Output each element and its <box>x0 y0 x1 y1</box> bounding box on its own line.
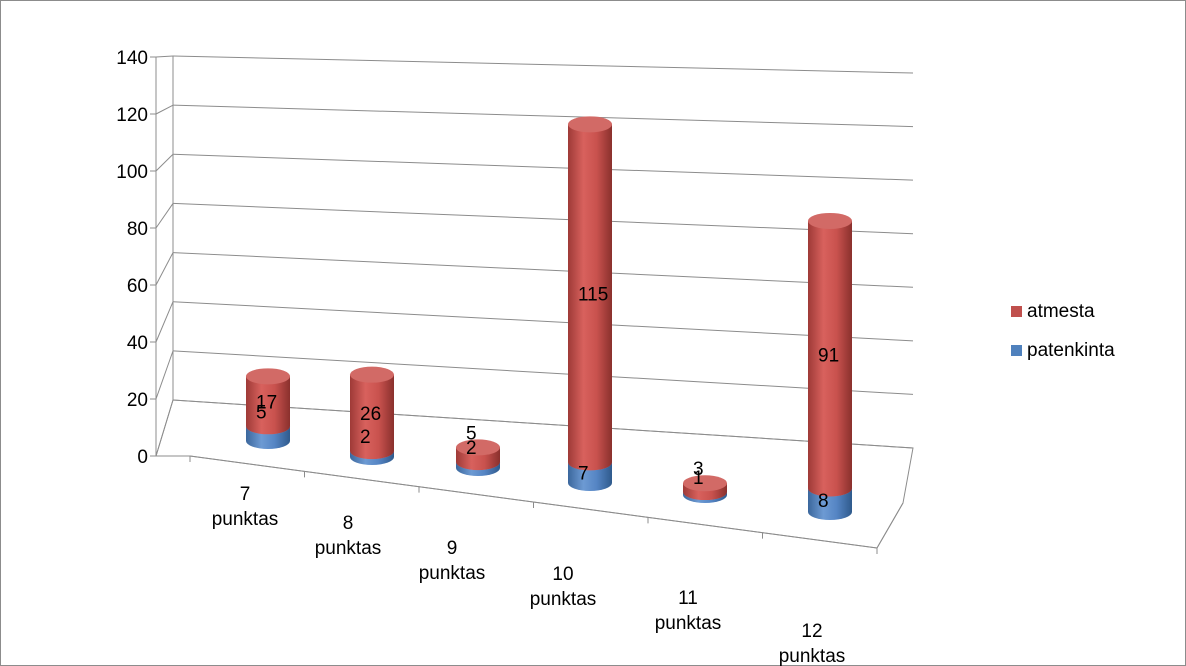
gridline <box>172 104 914 128</box>
side-gridline <box>155 301 174 343</box>
bar-cap <box>808 212 852 229</box>
bar-cap <box>568 116 612 133</box>
gridline <box>172 252 914 288</box>
x-tick-label: punktas <box>779 646 846 666</box>
x-tick-label: 11 <box>678 588 698 609</box>
x-tick-label: 9 <box>447 538 458 559</box>
gridline <box>172 55 914 74</box>
gridline <box>172 202 914 235</box>
bar-cap <box>246 368 290 385</box>
y-tick-label: 40 <box>127 333 148 354</box>
bar-atmesta <box>568 116 612 471</box>
x-tick-label: punktas <box>419 563 486 584</box>
gridline <box>172 301 914 342</box>
data-label-atmesta: 26 <box>360 404 381 425</box>
data-label-patenkinta: 5 <box>256 402 267 423</box>
y-tick-label: 120 <box>116 105 148 126</box>
bar-body <box>568 462 612 491</box>
x-tick-label: 12 <box>801 621 822 642</box>
axis-layer: 0 20 40 60 80 100 120 140 7 punktas 8 punktas 9 punkt… <box>116 48 914 666</box>
legend-label: atmesta <box>1027 301 1095 322</box>
floor-edge <box>876 502 904 549</box>
bar-body <box>808 220 852 497</box>
y-tick-label: 20 <box>127 390 148 411</box>
x-tick-label: punktas <box>655 613 722 634</box>
bar-cap <box>683 475 727 492</box>
y-tick-label: 0 <box>137 447 148 468</box>
bar-cap <box>350 366 394 383</box>
x-tick-label: punktas <box>530 589 597 610</box>
bar-body <box>808 488 852 520</box>
data-label-atmesta: 91 <box>818 346 839 367</box>
side-gridline <box>155 350 174 400</box>
x-tick-label: 8 <box>343 513 354 534</box>
bar-cap <box>456 439 500 456</box>
data-label-patenkinta: 8 <box>818 491 829 512</box>
y-tick-label: 80 <box>127 219 148 240</box>
legend-swatch <box>1011 345 1022 356</box>
gridline <box>172 153 914 181</box>
bar-atmesta <box>808 212 852 497</box>
bar-layer <box>246 116 852 520</box>
bar-body <box>350 374 394 460</box>
data-label-patenkinta: 7 <box>578 464 589 485</box>
data-label-atmesta: 3 <box>693 459 704 480</box>
data-label-patenkinta: 2 <box>466 438 477 459</box>
y-tick-label: 100 <box>116 162 148 183</box>
bar-atmesta <box>683 475 727 501</box>
side-gridline <box>155 153 174 172</box>
bar-atmesta <box>350 366 394 460</box>
side-gridline <box>155 104 174 115</box>
x-tick-label: 7 <box>240 484 251 505</box>
bar-body <box>568 124 612 471</box>
bar-body <box>246 376 290 435</box>
bar-atmesta <box>456 439 500 471</box>
legend-label: patenkinta <box>1027 340 1115 361</box>
bar-atmesta <box>246 368 290 435</box>
side-gridline <box>155 252 174 286</box>
data-label-patenkinta: 1 <box>693 468 704 489</box>
data-label-atmesta: 115 <box>578 284 608 305</box>
side-gridline <box>155 203 174 229</box>
x-tick-label: 10 <box>552 564 573 585</box>
legend: atmesta patenkinta <box>1011 301 1115 361</box>
data-label-atmesta: 17 <box>256 392 277 413</box>
x-tick-label: punktas <box>212 509 279 530</box>
gridline <box>172 350 914 395</box>
legend-swatch <box>1011 306 1022 317</box>
x-tick-label: punktas <box>315 538 382 559</box>
y-tick-label: 60 <box>127 276 148 297</box>
side-gridline <box>155 55 174 58</box>
y-tick-label: 140 <box>116 48 148 69</box>
data-label-atmesta: 5 <box>466 423 477 444</box>
data-label-patenkinta: 2 <box>360 427 371 448</box>
